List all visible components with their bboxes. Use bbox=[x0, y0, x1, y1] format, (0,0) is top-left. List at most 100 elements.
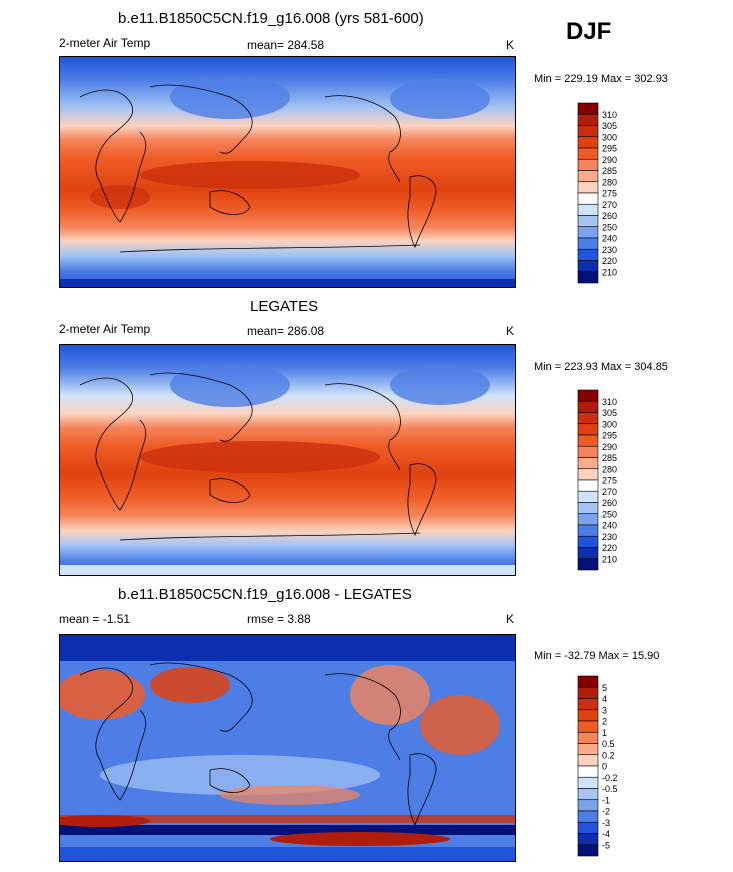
panel1-mean-value: 284.58 bbox=[287, 38, 325, 52]
colorbar-tick-label: 280 bbox=[602, 464, 617, 474]
colorbar-tick-label: 275 bbox=[602, 189, 617, 199]
panel2-mean-label: mean= bbox=[247, 324, 285, 338]
panel2-title: LEGATES bbox=[250, 298, 319, 315]
panel2-colorbar: 310 305 300 295 290 285 280 275 270 260 250 240 230 2… bbox=[577, 389, 638, 571]
colorbar-swatch bbox=[577, 192, 599, 205]
panel3-mean-label: mean = bbox=[59, 612, 100, 626]
colorbar-swatch bbox=[577, 136, 599, 149]
colorbar-tick-label: 250 bbox=[602, 509, 617, 519]
colorbar-swatch bbox=[577, 844, 599, 857]
panel3-rmse-value: 3.88 bbox=[287, 612, 311, 626]
colorbar-swatch bbox=[577, 271, 599, 284]
colorbar-swatch bbox=[577, 248, 599, 261]
colorbar-tick-label: 240 bbox=[602, 521, 617, 531]
colorbar-swatch bbox=[577, 479, 599, 492]
colorbar-swatch bbox=[577, 833, 599, 846]
colorbar-swatch bbox=[577, 237, 599, 250]
colorbar-swatch bbox=[577, 434, 599, 447]
colorbar-swatch bbox=[577, 215, 599, 228]
panel1-map-svg bbox=[60, 57, 515, 287]
colorbar-tick-label: 250 bbox=[602, 222, 617, 232]
colorbar-swatch bbox=[577, 686, 599, 699]
panel1-title: b.e11.B1850C5CN.f19_g16.008 (yrs 581-600… bbox=[118, 10, 424, 27]
colorbar-tick-label: 285 bbox=[602, 453, 617, 463]
colorbar-swatch bbox=[577, 457, 599, 470]
panel2-minmax: Min = 223.93 Max = 304.85 bbox=[534, 361, 668, 373]
colorbar-swatch bbox=[577, 698, 599, 711]
colorbar-swatch bbox=[577, 709, 599, 722]
colorbar-tick-label: 230 bbox=[602, 245, 617, 255]
panel1-variable: 2-meter Air Temp bbox=[59, 36, 151, 50]
colorbar-tick-label: 300 bbox=[602, 132, 617, 142]
colorbar-swatch bbox=[577, 558, 599, 571]
colorbar-tick-label: 260 bbox=[602, 498, 617, 508]
season-label: DJF bbox=[566, 18, 612, 45]
colorbar-swatch bbox=[577, 502, 599, 515]
colorbar-tick-label: -3 bbox=[602, 818, 610, 828]
colorbar-tick-label: -4 bbox=[602, 829, 610, 839]
panel3-mean-value: -1.51 bbox=[102, 612, 131, 626]
panel2-colorbar-svg: 3103053002952902852802752702602502402302… bbox=[577, 389, 617, 571]
colorbar-tick-label: 0.2 bbox=[602, 750, 615, 760]
panel3-rmse: rmse = 3.88 bbox=[247, 612, 311, 626]
panel3-colorbar-svg: 543 210.50.2 0-0.2-0.5-1 -2-3-4-5 bbox=[577, 675, 618, 857]
colorbar-tick-label: 260 bbox=[602, 211, 617, 221]
panel3-rmse-label: rmse = bbox=[247, 612, 285, 626]
colorbar-tick-label: 295 bbox=[602, 144, 617, 154]
panel1-map bbox=[59, 56, 516, 288]
colorbar-tick-label: 210 bbox=[602, 554, 617, 564]
colorbar-swatch bbox=[577, 765, 599, 778]
colorbar-tick-label: 275 bbox=[602, 476, 617, 486]
colorbar-swatch bbox=[577, 524, 599, 537]
panel2-variable: 2-meter Air Temp bbox=[59, 322, 151, 336]
colorbar-tick-label: -0.5 bbox=[602, 784, 618, 794]
colorbar-swatch bbox=[577, 535, 599, 548]
colorbar-tick-label: 295 bbox=[602, 431, 617, 441]
colorbar-swatch bbox=[577, 490, 599, 503]
colorbar-tick-label: 270 bbox=[602, 487, 617, 497]
colorbar-tick-label: 310 bbox=[602, 397, 617, 407]
colorbar-tick-label: 290 bbox=[602, 442, 617, 452]
colorbar-swatch bbox=[577, 743, 599, 756]
colorbar-swatch bbox=[577, 788, 599, 801]
colorbar-swatch bbox=[577, 720, 599, 733]
colorbar-swatch bbox=[577, 260, 599, 273]
panel1-units: K bbox=[506, 38, 515, 52]
colorbar-tick-label: 3 bbox=[602, 705, 607, 715]
colorbar-swatch bbox=[577, 754, 599, 767]
colorbar-swatch bbox=[577, 400, 599, 413]
colorbar-tick-label: 290 bbox=[602, 155, 617, 165]
colorbar-tick-label: 0.5 bbox=[602, 739, 615, 749]
colorbar-swatch bbox=[577, 445, 599, 458]
colorbar-tick-label: -5 bbox=[602, 840, 610, 850]
panel3-minmax: Min = -32.79 Max = 15.90 bbox=[534, 650, 660, 662]
colorbar-tick-label: 1 bbox=[602, 728, 607, 738]
colorbar-swatch bbox=[577, 731, 599, 744]
colorbar-swatch bbox=[577, 203, 599, 216]
panel1-colorbar: 310 305 300 295 290 285 280 275 270 260 250 240 230 2… bbox=[577, 102, 638, 284]
colorbar-tick-label: 210 bbox=[602, 267, 617, 277]
panel3-title: b.e11.B1850C5CN.f19_g16.008 - LEGATES bbox=[118, 586, 412, 603]
colorbar-tick-label: 310 bbox=[602, 110, 617, 120]
colorbar-tick-label: 220 bbox=[602, 543, 617, 553]
colorbar-swatch bbox=[577, 810, 599, 823]
panel2-mean: mean= 286.08 bbox=[247, 324, 324, 338]
panel2-units: K bbox=[506, 324, 515, 338]
colorbar-swatch bbox=[577, 799, 599, 812]
colorbar-swatch bbox=[577, 125, 599, 138]
panel1-colorbar-svg: 3103053002952902852802752702602502402302… bbox=[577, 102, 617, 284]
panel1-minmax: Min = 229.19 Max = 302.93 bbox=[534, 73, 668, 85]
colorbar-swatch bbox=[577, 181, 599, 194]
colorbar-tick-label: -2 bbox=[602, 807, 610, 817]
panel1-mean-label: mean= bbox=[247, 38, 285, 52]
colorbar-swatch bbox=[577, 113, 599, 126]
colorbar-tick-label: 285 bbox=[602, 166, 617, 176]
colorbar-tick-label: 230 bbox=[602, 532, 617, 542]
colorbar-swatch bbox=[577, 158, 599, 171]
panel2-map bbox=[59, 344, 516, 576]
colorbar-swatch bbox=[577, 102, 599, 115]
panel2-mean-value: 286.08 bbox=[287, 324, 325, 338]
colorbar-tick-label: 305 bbox=[602, 121, 617, 131]
colorbar-swatch bbox=[577, 226, 599, 239]
colorbar-tick-label: 4 bbox=[602, 694, 607, 704]
